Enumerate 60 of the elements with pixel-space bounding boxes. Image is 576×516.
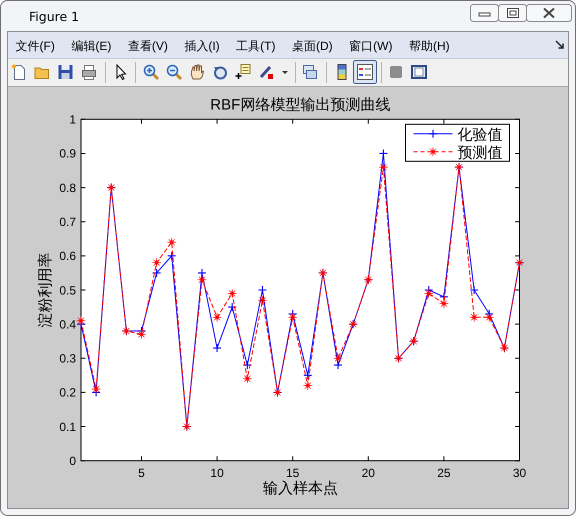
text: 桌面(D) bbox=[292, 39, 333, 53]
x-tick-label: 25 bbox=[437, 466, 451, 480]
text: 编辑(E) bbox=[71, 39, 112, 53]
point bbox=[92, 384, 101, 394]
chart-title: RBF网络模型输出预测曲线 bbox=[210, 96, 390, 114]
point bbox=[470, 312, 479, 322]
text: 查看(V) bbox=[128, 39, 168, 53]
y-tick-label: 0.7 bbox=[59, 215, 76, 230]
point bbox=[333, 354, 343, 363]
y-tick-label: 0 bbox=[69, 454, 76, 468]
y-tick-label: 0.4 bbox=[59, 317, 76, 332]
text: 工具(T) bbox=[236, 39, 276, 53]
x-tick-label: 15 bbox=[286, 466, 300, 480]
y-axis-title: 淀粉利用率 bbox=[37, 252, 54, 328]
point bbox=[439, 292, 448, 302]
point bbox=[424, 288, 434, 298]
y-tick-label: 0.1 bbox=[59, 420, 76, 434]
point bbox=[152, 268, 162, 278]
x-tick-label: 20 bbox=[362, 466, 376, 480]
point bbox=[212, 343, 222, 353]
text: 插入(I) bbox=[184, 39, 220, 53]
point bbox=[439, 299, 448, 308]
point bbox=[258, 296, 268, 305]
y-tick-label: 0.2 bbox=[59, 386, 76, 400]
point bbox=[303, 370, 312, 380]
point bbox=[258, 285, 267, 295]
y-tick-label: 0.9 bbox=[59, 146, 76, 161]
point bbox=[334, 360, 343, 370]
legend-label: 预测值 bbox=[458, 144, 502, 162]
point bbox=[484, 312, 494, 322]
point bbox=[197, 268, 207, 278]
y-tick-label: 0.5 bbox=[59, 283, 76, 298]
x-tick-label: 30 bbox=[512, 466, 526, 480]
y-tick-label: 0.6 bbox=[59, 249, 76, 264]
x-axis-title: 输入样本点 bbox=[262, 480, 338, 497]
point bbox=[242, 360, 252, 370]
caption: Figure 1 bbox=[29, 9, 80, 24]
point bbox=[212, 312, 222, 322]
point bbox=[242, 374, 252, 384]
point bbox=[167, 238, 176, 247]
point bbox=[152, 258, 162, 268]
text: 窗口(W) bbox=[349, 39, 392, 53]
y-tick-label: 0.8 bbox=[59, 180, 76, 195]
legend-label: 化验值 bbox=[458, 126, 502, 144]
point bbox=[378, 162, 388, 172]
y-tick-label: 1 bbox=[69, 112, 76, 127]
text: 帮助(H) bbox=[408, 39, 450, 53]
point bbox=[228, 302, 237, 312]
point bbox=[197, 275, 207, 284]
point bbox=[470, 285, 479, 295]
point bbox=[228, 288, 237, 298]
text: 文件(F) bbox=[16, 39, 55, 53]
x-tick-label: 5 bbox=[138, 466, 146, 480]
point bbox=[167, 251, 176, 260]
x-tick-label: 10 bbox=[210, 466, 224, 480]
y-tick-label: 0.3 bbox=[59, 352, 76, 366]
point bbox=[136, 330, 146, 339]
point bbox=[288, 312, 298, 322]
point bbox=[303, 380, 312, 390]
point bbox=[76, 316, 86, 326]
